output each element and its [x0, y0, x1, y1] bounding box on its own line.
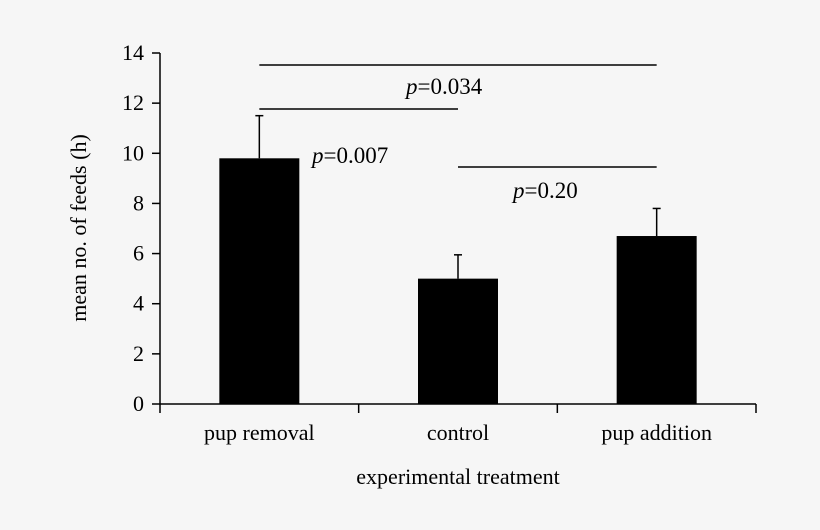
y-tick-label: 2 — [133, 341, 144, 366]
y-ticks: 0 2 4 6 8 10 12 14 — [122, 40, 160, 416]
significance-annotations: p=0.007p=0.034p=0.20 — [259, 65, 656, 203]
bar-pup-addition — [617, 236, 697, 404]
x-ticks: pup removal control pup addition — [160, 404, 756, 445]
y-tick-label: 8 — [133, 190, 144, 215]
p-value-label: p=0.007 — [310, 143, 388, 168]
y-axis-label: mean no. of feeds (h) — [66, 134, 91, 322]
x-tick-label: pup removal — [204, 420, 315, 445]
p-value-label: p=0.20 — [511, 178, 578, 203]
y-tick-label: 14 — [122, 40, 144, 65]
error-bars — [255, 116, 660, 279]
p-value: =0.20 — [525, 178, 578, 203]
p-value: =0.034 — [418, 74, 483, 99]
bar-pup-removal — [219, 158, 299, 404]
p-symbol: p — [511, 178, 525, 203]
p-symbol: p — [404, 74, 418, 99]
bar-control — [418, 279, 498, 404]
p-value-label: p=0.034 — [404, 74, 483, 99]
x-axis-label: experimental treatment — [356, 464, 559, 489]
y-tick-label: 4 — [133, 291, 144, 316]
x-tick-label: pup addition — [601, 420, 712, 445]
y-tick-label: 0 — [133, 391, 144, 416]
p-value: =0.007 — [324, 143, 389, 168]
y-tick-label: 6 — [133, 241, 144, 266]
y-tick-label: 12 — [122, 90, 144, 115]
x-tick-label: control — [427, 420, 489, 445]
y-tick-label: 10 — [122, 140, 144, 165]
p-symbol: p — [310, 143, 324, 168]
bars — [219, 158, 696, 404]
